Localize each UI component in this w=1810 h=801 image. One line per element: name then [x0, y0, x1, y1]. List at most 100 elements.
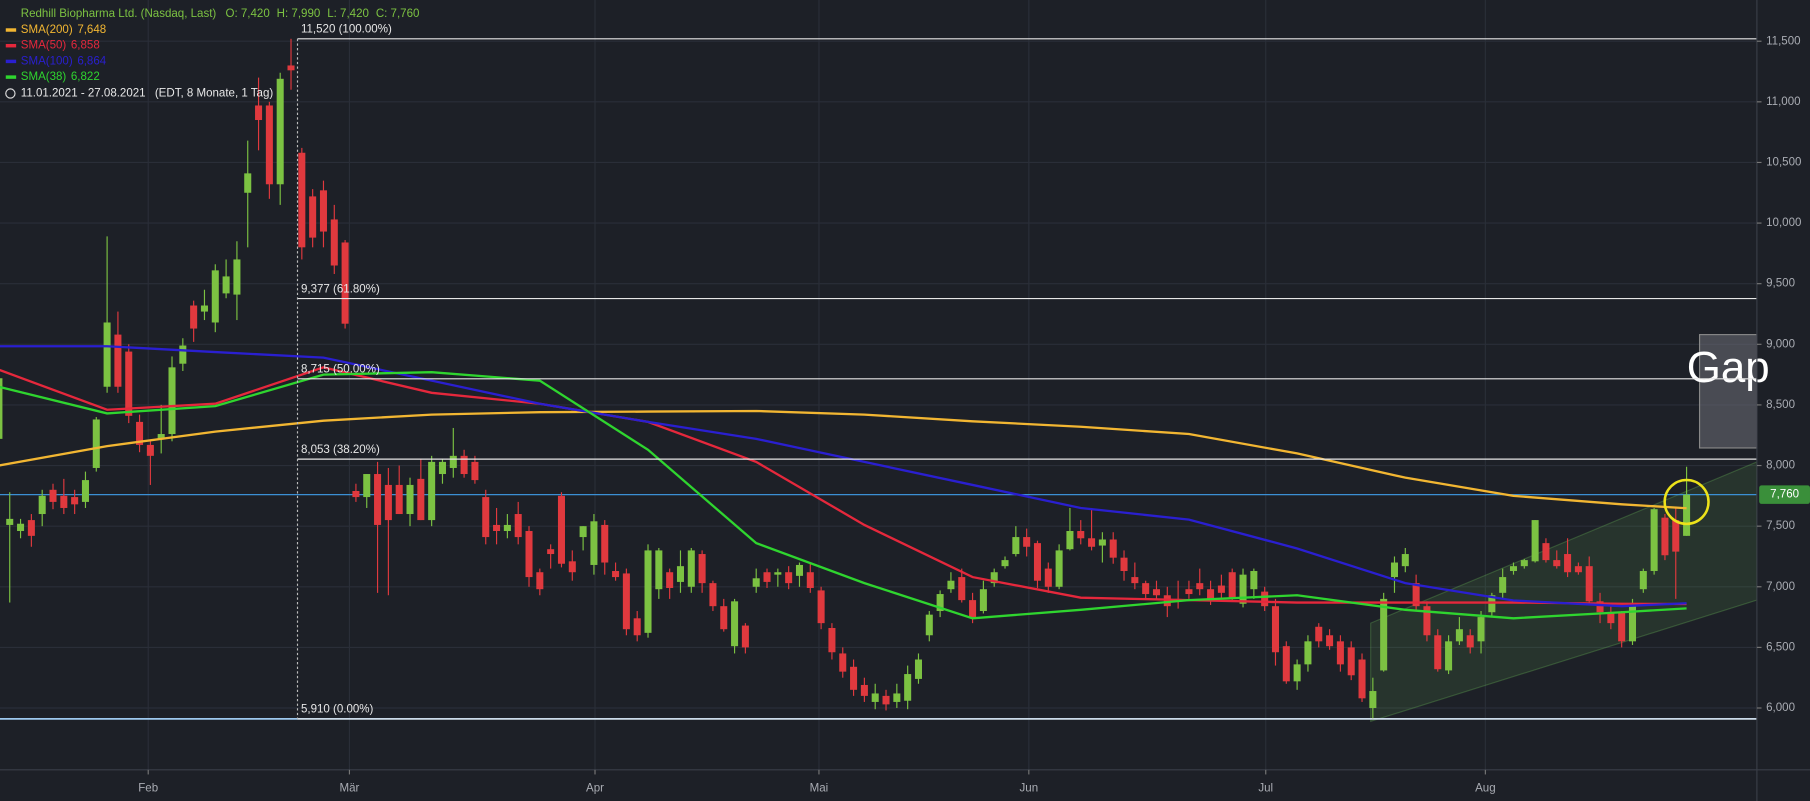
candle-body — [0, 378, 3, 439]
candle-body — [60, 495, 68, 508]
candle-body — [1434, 635, 1442, 670]
candle-body — [720, 606, 728, 630]
candle-body — [536, 572, 544, 590]
quote-value: C: 7,760 — [376, 8, 420, 20]
candle-body — [1098, 539, 1106, 546]
candle-body — [1250, 571, 1258, 590]
candle-body — [1390, 562, 1399, 578]
candle-body — [612, 571, 620, 578]
candle-body — [666, 572, 674, 588]
candle-body — [1196, 583, 1204, 590]
candle-body — [1607, 612, 1615, 624]
candle-body — [1401, 554, 1409, 567]
candle-body — [1542, 543, 1550, 561]
candle-body — [168, 367, 176, 435]
candle-body — [979, 589, 987, 612]
candle-body — [828, 627, 836, 653]
candle-body — [200, 305, 208, 312]
candle-body — [438, 461, 446, 475]
candle-body — [1585, 566, 1593, 602]
candle-body — [17, 523, 25, 532]
candle-body — [81, 480, 89, 502]
y-tick-label: 6,500 — [1766, 641, 1795, 653]
candle-body — [1142, 583, 1150, 595]
x-tick-label: Feb — [138, 782, 158, 794]
trend-channel — [1370, 461, 1757, 723]
overlay: Gap 11,520 (100.00%) 9,377 (61.80%) 8,715 (… — [296, 24, 1770, 720]
candle-body — [374, 474, 382, 525]
candle-body — [860, 684, 868, 696]
y-tick-label: 10,500 — [1766, 157, 1801, 169]
candle-body — [514, 514, 522, 538]
candle-body — [1336, 641, 1344, 665]
gap-label: Gap — [1687, 343, 1770, 392]
candle-body — [1369, 691, 1377, 709]
candle-body — [785, 572, 793, 584]
quote-value: H: 7,990 — [277, 8, 321, 20]
candle-body — [774, 572, 782, 575]
sma-line — [0, 409, 1687, 510]
candle-body — [136, 421, 144, 445]
candle-body — [1358, 659, 1366, 699]
candle-body — [1509, 566, 1518, 572]
candle-body — [460, 455, 468, 475]
fib-label: 5,910 (0.00%) — [301, 704, 374, 716]
candle-body — [882, 695, 890, 705]
candle-body — [319, 190, 327, 232]
candle-body — [298, 152, 306, 248]
candle-body — [276, 78, 284, 185]
fib-label: 11,520 (100.00%) — [301, 24, 392, 36]
candle-body — [741, 625, 749, 648]
range-note: (EDT, 8 Monate, 1 Tag) — [155, 88, 274, 100]
candle-body — [1564, 554, 1572, 573]
candle-body — [503, 524, 511, 532]
candle-body — [330, 219, 338, 266]
candle-body — [244, 173, 252, 193]
candle-body — [1228, 572, 1236, 599]
y-tick-label: 9,500 — [1766, 278, 1795, 290]
candle-body — [493, 524, 501, 532]
candle-body — [806, 572, 814, 588]
date-range-text: 11.01.2021 - 27.08.2021 — [21, 88, 146, 100]
candle-body — [1293, 664, 1301, 682]
candle-body — [255, 105, 263, 121]
legend-value: 6,864 — [77, 55, 106, 67]
candle-body — [904, 674, 912, 701]
candle-body — [731, 601, 739, 647]
candle-body — [1618, 612, 1626, 642]
candle-body — [1261, 591, 1269, 607]
candle-body — [557, 495, 565, 564]
candle-body — [1661, 517, 1669, 556]
candle-body — [1282, 646, 1290, 682]
candle-body — [1023, 537, 1031, 547]
legend-name: SMA(100) — [21, 55, 73, 67]
candle-body — [384, 484, 392, 521]
candle-body — [1055, 550, 1063, 587]
y-tick-label: 11,000 — [1766, 96, 1800, 108]
candle-body — [947, 580, 955, 590]
y-tick-label: 10,000 — [1766, 217, 1801, 229]
sma-line — [0, 371, 1687, 620]
candle-body — [406, 484, 414, 515]
candle-body — [709, 583, 717, 607]
candle-body — [525, 531, 533, 578]
candle-body — [471, 461, 479, 481]
candle-body — [49, 489, 57, 502]
chart-title: Redhill Biopharma Ltd. (Nasdaq, Last) — [21, 8, 217, 20]
candle-body — [1239, 574, 1247, 604]
candle-body — [1033, 543, 1041, 581]
candle-body — [655, 550, 663, 590]
candle-body — [449, 455, 457, 468]
candle-body — [1152, 589, 1160, 596]
candle-body — [1650, 509, 1658, 572]
legend-name: SMA(50) — [21, 40, 67, 52]
fib-label: 9,377 (61.80%) — [301, 283, 380, 295]
candle-body — [222, 276, 230, 294]
quote: O: 7,420 H: 7,990 L: 7,420 C: 7,760 — [226, 8, 420, 20]
x-tick-label: Mai — [810, 782, 829, 794]
candle-body — [1012, 537, 1020, 555]
candle-body — [1120, 557, 1128, 572]
candle-body — [6, 518, 14, 525]
